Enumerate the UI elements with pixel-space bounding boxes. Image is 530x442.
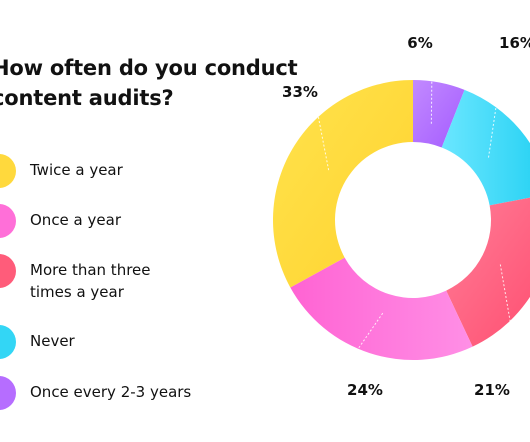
legend-label-twice-a-year: Twice a year	[30, 161, 123, 179]
value-label-once-a-year: 24%	[347, 381, 383, 399]
value-label-twice-a-year: 33%	[282, 83, 318, 101]
value-label-more-than-three-times-a-year: 21%	[474, 381, 510, 399]
leader-line-once-every-2-3-years	[430, 59, 433, 124]
legend-swatch-once-a-year	[0, 204, 16, 238]
slice-never	[441, 89, 530, 206]
legend-label-never: Never	[30, 332, 75, 350]
chart-title-line-2: content audits?	[0, 86, 174, 110]
donut-slices	[273, 80, 530, 360]
legend-label-more-than-three-line-1: More than three	[30, 261, 151, 279]
leader-line-twice-a-year	[317, 114, 330, 171]
value-labels: 6% 16% 21% 24% 33%	[282, 34, 530, 399]
value-label-once-every-2-3-years: 6%	[407, 34, 432, 52]
leader-line-once-a-year	[337, 312, 384, 379]
legend-swatch-once-every-2-3-years	[0, 376, 16, 410]
leader-lines	[317, 59, 521, 379]
legend-swatch-never	[0, 325, 16, 359]
leader-line-never	[488, 59, 504, 158]
slice-once-a-year	[290, 257, 473, 360]
legend-swatch-twice-a-year	[0, 154, 16, 188]
slice-once-every-2-3-years	[413, 80, 465, 148]
value-label-never: 16%	[499, 34, 530, 52]
legend-label-more-than-three-line-2: times a year	[30, 283, 124, 301]
slice-more-than-three-times-a-year	[446, 197, 530, 347]
chart-title-line-1: How often do you conduct	[0, 56, 298, 80]
chart-title: How often do you conduct content audits?	[0, 53, 298, 113]
slice-twice-a-year	[273, 80, 413, 288]
legend-label-once-a-year: Once a year	[30, 211, 121, 229]
legend-label-once-every-2-3-years: Once every 2-3 years	[30, 383, 192, 401]
leader-line-more-than-three-times-a-year	[499, 264, 521, 379]
legend: Twice a year Once a year More than three…	[0, 0, 260, 442]
legend-swatch-more-than-three	[0, 254, 16, 288]
